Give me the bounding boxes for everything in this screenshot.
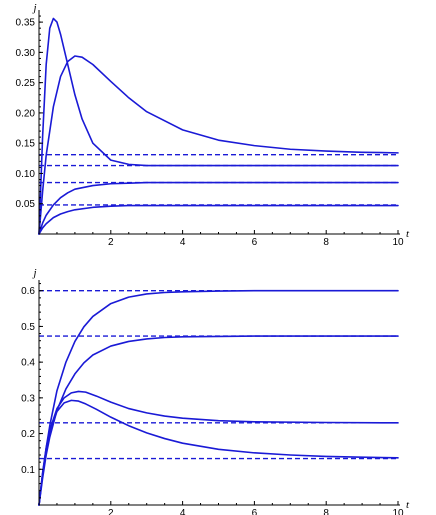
y-tick-label: 0.20	[16, 108, 36, 119]
x-tick-label: 4	[180, 237, 186, 248]
y-axis-label: j	[31, 267, 36, 279]
curve-1	[38, 289, 399, 506]
y-tick-label: 0.30	[16, 48, 36, 59]
y-tick-label: 0.6	[21, 286, 35, 297]
y-tick-label: 0.3	[21, 393, 35, 404]
y-tick-label: 0.25	[16, 78, 36, 89]
y-tick-label: 0.2	[21, 429, 35, 440]
upper-plot: 2 4 6 8 10 0.05 0.10 0.15 0.20 0.25 0.30 0.35 t j	[16, 2, 410, 248]
x-tick-label: 10	[392, 237, 404, 248]
x-axis-label: t	[406, 499, 410, 511]
lower-plot: 2 4 6 8 10 0.1 0.2 0.3 0.4 0.5 0.6 t j	[21, 267, 410, 515]
x-tick-label: 4	[180, 508, 186, 515]
y-tick-label: 0.4	[21, 358, 35, 369]
y-tick-label: 0.15	[16, 139, 36, 150]
curve-3	[38, 390, 399, 506]
y-tick-label: 0.10	[16, 169, 36, 180]
x-tick-label: 10	[392, 508, 404, 515]
y-tick-label: 0.05	[16, 199, 36, 210]
x-tick-label: 6	[252, 508, 258, 515]
y-tick-label: 0.5	[21, 322, 35, 333]
x-tick-label: 8	[323, 237, 329, 248]
x-tick-label: 2	[108, 237, 114, 248]
y-tick-label: 0.35	[16, 18, 36, 29]
curve-2	[38, 55, 399, 235]
curve-3	[38, 181, 399, 235]
x-tick-label: 2	[108, 508, 114, 515]
x-tick-label: 6	[252, 237, 258, 248]
curve-1	[38, 17, 399, 235]
curve-4	[38, 399, 399, 506]
y-axis-label: j	[31, 2, 36, 14]
curve-4	[38, 204, 399, 235]
curve-2	[38, 335, 399, 506]
x-tick-label: 8	[323, 508, 329, 515]
x-axis-label: t	[406, 228, 410, 240]
y-tick-label: 0.1	[21, 465, 35, 476]
